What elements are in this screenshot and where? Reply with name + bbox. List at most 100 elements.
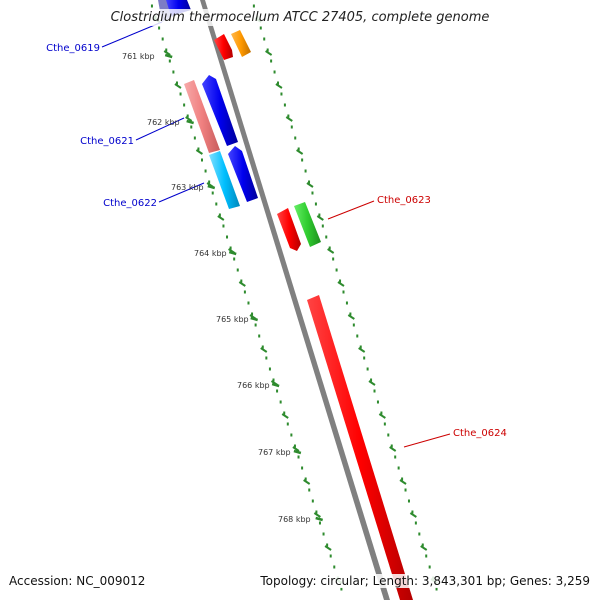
leader-cthe-0623 [327,200,375,220]
ruler-dot [311,499,314,503]
kbp-tick [186,119,194,125]
gene-cthe-0623-block[interactable] [277,208,301,251]
label-cthe-0621[interactable]: Cthe_0621 [80,136,134,147]
tick-label: 762 kbp [147,118,180,127]
ruler-major-tick [399,479,407,485]
ruler-dot [233,257,236,261]
gene-cthe-0621-block[interactable] [184,80,220,153]
ruler-dot [229,246,232,250]
ruler-dot [263,37,266,41]
leader-cthe-0619 [101,21,163,48]
ruler-dot [197,147,200,151]
ruler-dot [390,444,393,448]
ruler-major-tick [238,281,246,287]
ruler-dot [243,290,246,294]
label-cthe-0623[interactable]: Cthe_0623 [377,195,431,206]
ruler-major-tick [265,50,273,56]
topology-summary: Topology: circular; Length: 3,843,301 bp… [260,574,590,588]
ruler-major-tick [195,149,203,155]
leader-cthe-0624 [403,433,451,448]
genome-backbone [200,0,390,600]
ruler-dot [265,356,268,360]
ruler-dot [304,477,307,481]
ruler-dot [407,499,410,503]
leader-cthe-0622 [158,182,205,203]
ruler-dot [254,323,257,327]
ruler-major-tick [296,149,304,155]
gene-top-orange-block[interactable] [231,30,251,57]
ruler-dot [294,136,297,140]
reverse-strand-genes [158,0,258,209]
ruler-dot [370,378,373,382]
ruler-dot [297,455,300,459]
ruler-dot [283,411,286,415]
ruler-dot [183,103,186,107]
ruler-dot [247,301,250,305]
ruler-major-tick [217,215,225,221]
ruler-dot [340,587,343,591]
kbp-tick [250,316,259,322]
ruler-dot [290,125,293,129]
ruler-dot [332,257,335,261]
ruler-dot [318,213,321,217]
ruler-dot [366,367,369,371]
ruler-major-tick [281,413,289,419]
ruler-dot [258,334,261,338]
gene-cthe-0622-block[interactable] [209,151,240,209]
ruler-dot [277,81,280,85]
ruler-major-tick [347,314,355,320]
label-cthe-0619[interactable]: Cthe_0619 [46,43,100,54]
ruler-dot [333,565,336,569]
ruler-dot [190,125,193,129]
ruler-dot [293,444,296,448]
ruler-dot [345,301,348,305]
ruler-dot [280,92,283,96]
ruler-dot [161,37,164,41]
ruler-dot [297,147,300,151]
ruler-dot [322,532,325,536]
label-cthe-0622[interactable]: Cthe_0622 [103,198,157,209]
ruler-dot [397,466,400,470]
ruler-dot [259,26,262,30]
ruler-major-tick [313,512,321,518]
tick-labels: 761 kbp 762 kbp 763 kbp 764 kbp 765 kbp 766 k… [122,52,311,524]
label-cthe-0624[interactable]: Cthe_0624 [453,428,507,439]
ruler-dot [359,345,362,349]
gene-cthe-0622b-block[interactable] [228,146,258,202]
ruler-dot [290,433,293,437]
ruler-dot [175,81,178,85]
ruler-dot [204,169,207,173]
ruler-dot [279,400,282,404]
ruler-dot [261,345,264,349]
ruler-dot [201,158,203,162]
gene-cthe-0623b-block[interactable] [294,202,321,247]
ruler-major-tick [163,50,171,56]
ruler-dot [383,422,386,426]
ruler-major-tick [260,347,268,353]
ruler-dot [273,70,276,74]
ruler-dot [373,389,376,393]
ruler-major-tick [337,281,345,287]
ruler-dot [304,169,307,173]
kbp-tick [207,184,216,190]
ruler-dot [222,224,225,228]
ruler-dot [328,246,331,250]
ruler-dot [272,378,275,382]
ruler-major-tick [420,545,428,551]
gene-cthe-0621b-block[interactable] [202,75,238,146]
ruler-major-tick [358,347,366,353]
leader-cthe-0621 [135,117,185,141]
kbp-tick [228,250,237,256]
ruler-dot [376,400,379,404]
ruler-dot [226,235,229,239]
ruler-dot [236,268,239,272]
gene-cthe-0624-block[interactable] [307,295,413,600]
ruler-major-tick [324,545,332,551]
ruler-dot [401,477,404,481]
outer-ruler [252,4,438,591]
ruler-dot [172,70,175,74]
gene-top-red-block[interactable] [214,34,233,60]
ruler-major-tick [303,479,311,485]
ruler-major-tick [292,446,300,452]
ruler-dot [326,543,329,547]
